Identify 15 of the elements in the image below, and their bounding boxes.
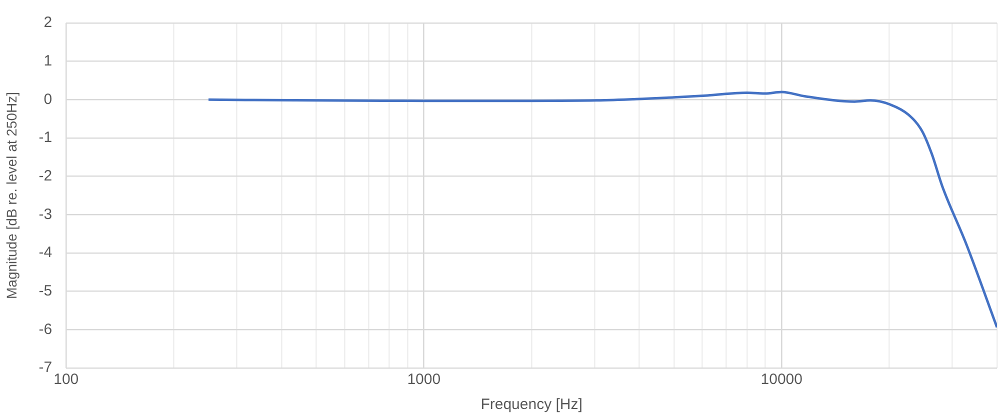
x-tick-label: 10000: [760, 371, 802, 388]
y-tick-label: -6: [38, 320, 52, 338]
y-tick-label: -3: [38, 206, 52, 223]
y-tick-label: 2: [44, 14, 52, 32]
x-tick-label: 100: [54, 371, 79, 388]
y-tick-label: 1: [44, 52, 52, 70]
y-tick-label: -7: [38, 359, 52, 376]
y-tick-label: -2: [38, 167, 52, 184]
y-tick-label: 0: [44, 90, 52, 108]
y-tick-label: -5: [38, 282, 52, 300]
y-tick-label: -4: [38, 244, 52, 262]
x-tick-label: 1000: [407, 371, 441, 388]
y-tick-label: -1: [38, 129, 52, 146]
y-axis-title: Magnitude [dB re. level at 250Hz]: [3, 92, 20, 300]
x-axis-title: Frequency [Hz]: [480, 396, 582, 414]
